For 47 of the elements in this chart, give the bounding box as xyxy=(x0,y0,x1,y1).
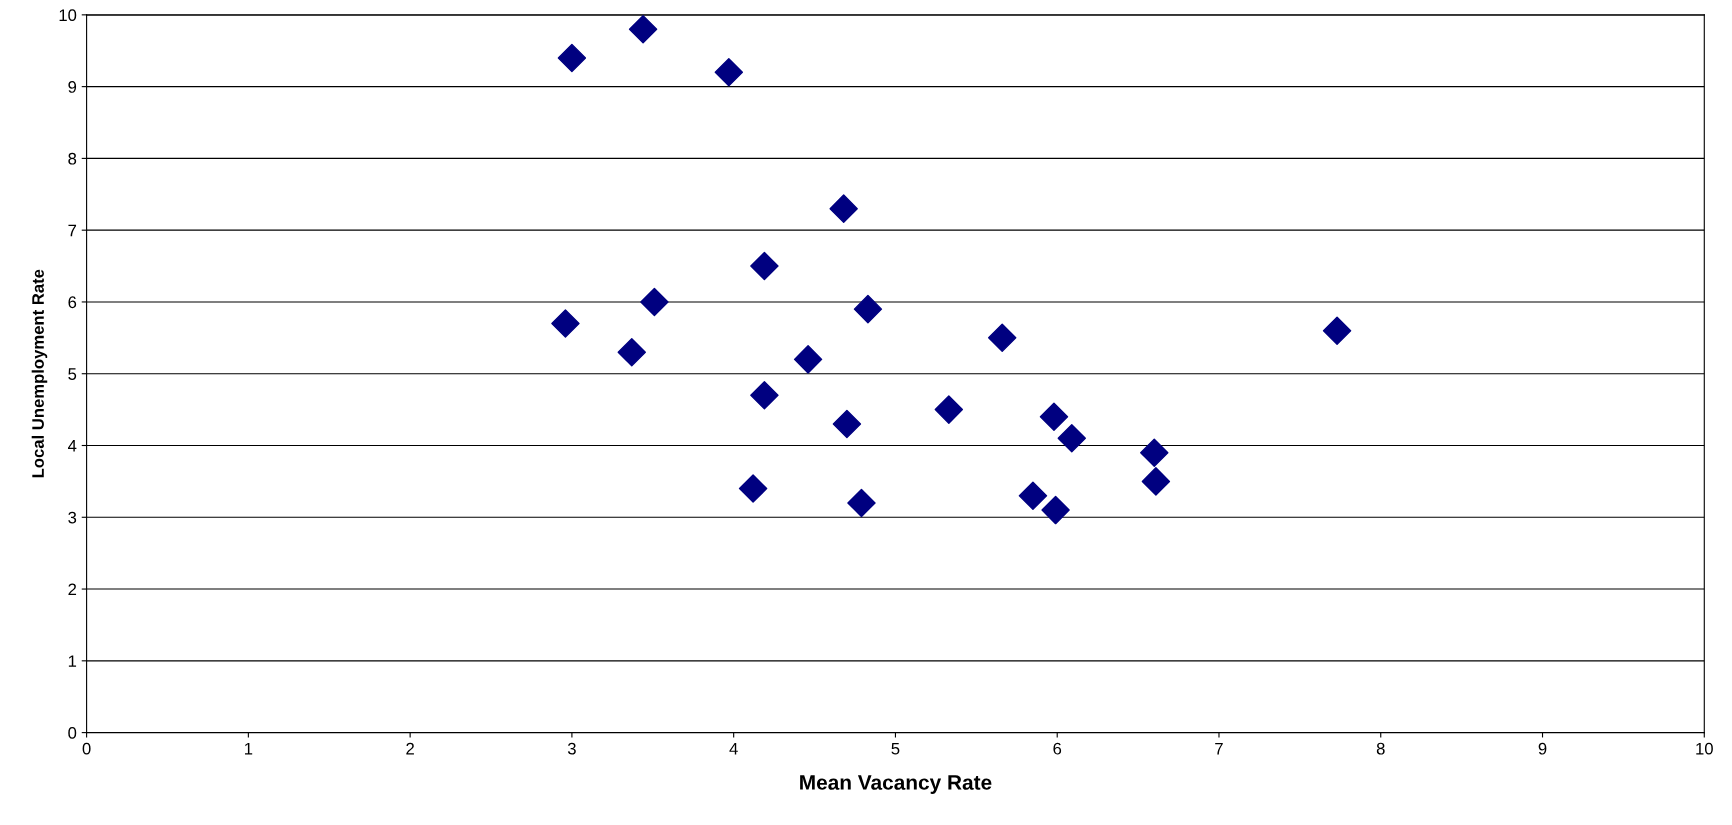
x-tick-label: 0 xyxy=(82,742,91,755)
point xyxy=(557,43,587,73)
point xyxy=(714,58,744,87)
point xyxy=(829,194,858,223)
y-tick-label: 7 xyxy=(68,224,77,237)
point xyxy=(1039,402,1069,432)
x-tick-label: 5 xyxy=(891,742,900,755)
y-tick-label: 0 xyxy=(68,727,77,739)
point xyxy=(640,287,669,317)
point xyxy=(750,251,779,281)
point xyxy=(847,488,876,518)
point xyxy=(1322,316,1352,345)
point xyxy=(738,474,768,503)
point xyxy=(987,323,1017,353)
y-tick-label: 1 xyxy=(68,655,77,667)
point xyxy=(1018,481,1048,510)
y-tick-label: 3 xyxy=(68,511,77,524)
x-tick-label: 4 xyxy=(729,742,738,755)
point xyxy=(551,309,580,338)
point xyxy=(853,294,883,324)
x-tick-label: 8 xyxy=(1376,742,1385,755)
x-axis-title: Mean Vacancy Rate xyxy=(800,775,992,794)
point xyxy=(750,381,779,410)
y-tick-label: 8 xyxy=(68,152,77,165)
point xyxy=(628,14,658,44)
y-tick-label: 2 xyxy=(68,583,77,596)
x-tick-label: 2 xyxy=(406,742,414,755)
x-tick-label: 10 xyxy=(1696,742,1713,755)
point xyxy=(832,409,862,439)
x-tick-label: 6 xyxy=(1053,742,1062,755)
y-tick-label: 6 xyxy=(68,296,77,309)
x-tick-label: 9 xyxy=(1538,742,1547,755)
y-tick-label: 10 xyxy=(59,9,77,22)
y-tick-label: 4 xyxy=(67,440,77,452)
point xyxy=(1057,424,1087,453)
x-tick-label: 7 xyxy=(1215,742,1223,755)
x-tick-label: 3 xyxy=(567,742,576,755)
y-axis-title: Local Unemployment Rate xyxy=(31,269,48,478)
point xyxy=(1140,438,1169,467)
y-tick-label: 5 xyxy=(68,368,77,380)
point xyxy=(793,345,823,374)
y-tick-label: 9 xyxy=(68,81,77,93)
point xyxy=(1141,467,1171,496)
point xyxy=(934,395,964,424)
x-tick-label: 1 xyxy=(245,742,253,755)
point xyxy=(1041,495,1070,525)
point xyxy=(617,337,646,367)
